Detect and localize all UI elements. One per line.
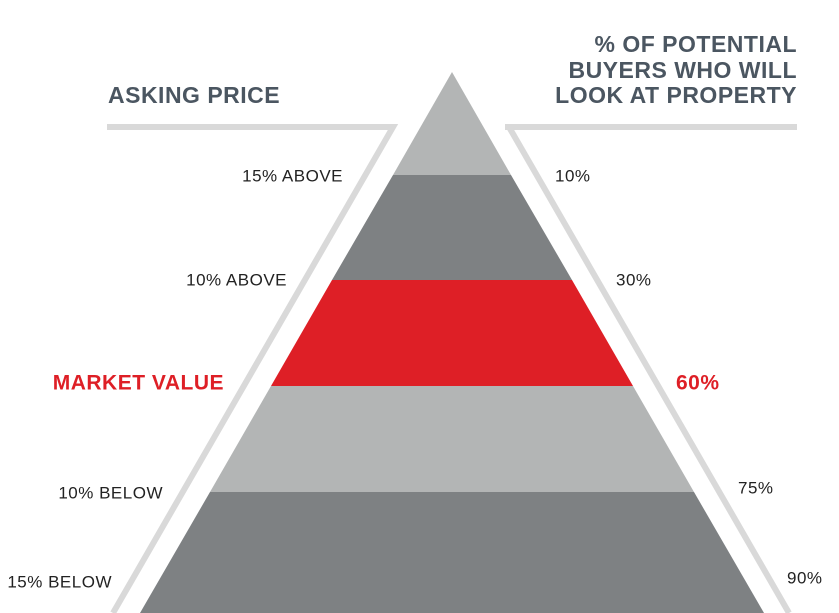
asking-label-highlight: MARKET VALUE — [53, 372, 224, 395]
buyers-label: 30% — [616, 270, 652, 289]
pyramid-band — [140, 492, 764, 613]
frame-lines — [107, 124, 797, 613]
pyramid-band — [332, 175, 572, 280]
asking-price-header: ASKING PRICE — [108, 82, 280, 108]
right-frame-line — [506, 125, 792, 613]
buyers-label: 90% — [787, 568, 823, 587]
buyers-label-highlight: 60% — [676, 372, 720, 395]
left-frame-line — [107, 124, 399, 613]
buyers-header: LOOK AT PROPERTY — [555, 82, 797, 108]
buyers-label: 75% — [738, 478, 774, 497]
buyers-header: % OF POTENTIAL — [595, 31, 798, 57]
pyramid-band — [393, 72, 511, 175]
pyramid-band — [271, 280, 633, 386]
buyers-label: 10% — [555, 166, 591, 185]
pyramid — [140, 72, 764, 613]
asking-label: 10% ABOVE — [186, 270, 287, 289]
asking-label: 15% ABOVE — [242, 166, 343, 185]
buyers-header: BUYERS WHO WILL — [568, 57, 797, 83]
asking-label: 10% BELOW — [58, 483, 163, 502]
asking-label: 15% BELOW — [7, 572, 112, 591]
pyramid-band — [210, 386, 694, 492]
